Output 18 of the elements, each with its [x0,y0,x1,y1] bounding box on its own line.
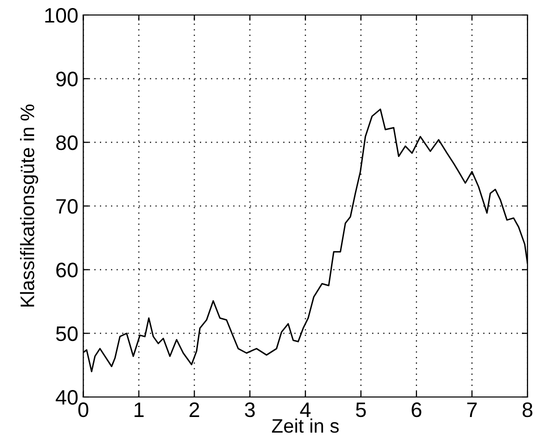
y-tick-label: 70 [56,199,78,214]
x-tick-label: 1 [134,402,144,417]
y-tick-label: 40 [56,390,78,405]
y-tick-label: 100 [45,8,78,23]
x-tick-label: 6 [412,402,422,418]
y-tick-label: 50 [56,326,78,342]
x-tick-label: 3 [244,402,255,418]
x-tick-label: 4 [300,402,311,417]
x-axis-title: Zeit in s [272,418,339,433]
y-axis-title: Klassifikationsgüte in % [20,104,38,307]
x-tick-label: 8 [522,402,532,418]
x-tick-label: 5 [356,402,366,418]
x-tick-label: 7 [467,402,477,417]
x-tick-label: 2 [190,402,200,417]
y-tick-label: 60 [56,262,78,278]
x-tick-label: 0 [78,402,88,418]
y-tick-label: 90 [56,72,78,86]
y-tick-label: 80 [56,135,78,150]
